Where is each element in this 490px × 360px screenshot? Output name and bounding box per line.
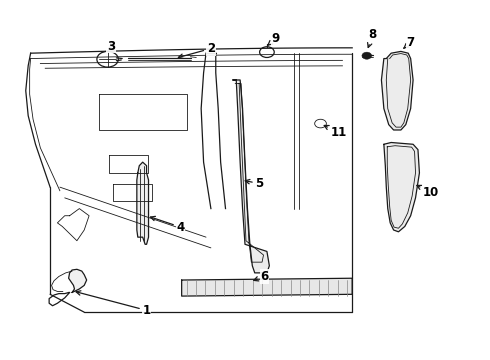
Text: 11: 11 (324, 126, 346, 139)
Text: 10: 10 (417, 185, 439, 199)
Text: 1: 1 (76, 291, 150, 317)
Text: 3: 3 (107, 40, 115, 53)
Polygon shape (137, 162, 148, 244)
Polygon shape (182, 278, 352, 296)
Polygon shape (384, 143, 419, 232)
Text: 5: 5 (245, 177, 264, 190)
Text: 7: 7 (404, 36, 415, 49)
Polygon shape (233, 80, 270, 273)
Text: 8: 8 (368, 28, 377, 48)
Text: 6: 6 (254, 270, 269, 283)
Polygon shape (381, 51, 413, 130)
Text: 4: 4 (150, 216, 185, 234)
Text: 2: 2 (178, 42, 215, 58)
Circle shape (362, 52, 372, 59)
Polygon shape (69, 269, 87, 293)
Text: 9: 9 (268, 32, 280, 45)
